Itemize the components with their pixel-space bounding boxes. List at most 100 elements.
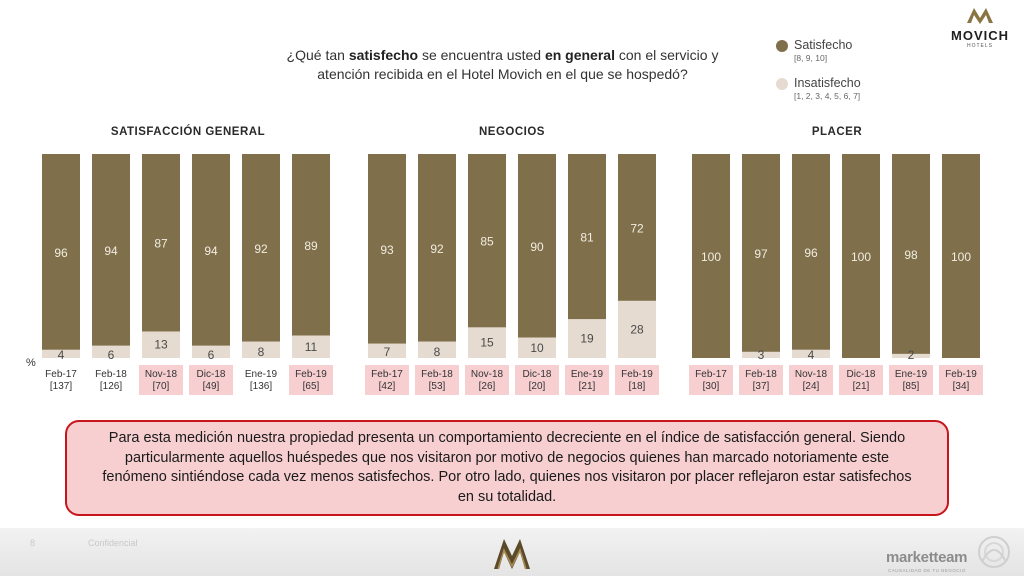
bar-unsatisfied [42,349,80,358]
group-title-general: SATISFACCIÓN GENERAL [110,126,266,138]
bar-unsatisfied [792,349,830,358]
base-label: [30] [703,381,720,392]
question-text-1: ¿Qué tan [286,47,349,63]
survey-question: ¿Qué tan satisfecho se encuentra usted e… [260,46,745,84]
movich-logo: MOVICH HOTELS [944,6,1016,50]
base-label: [24] [803,381,820,392]
question-text-2: se encuentra usted [418,47,545,63]
bar-satisfied [568,154,606,320]
base-label: [65] [303,381,320,392]
bar-label-satisfied: 98 [904,248,918,262]
bar-unsatisfied [618,300,656,358]
bar-satisfied [842,154,880,358]
group-title-leisure: PLACER [811,126,863,138]
decorative-ornament-icon [978,536,1010,568]
question-bold-1: satisfecho [348,47,419,63]
bar-label-satisfied: 72 [630,221,644,235]
base-label: [21] [579,381,596,392]
base-label: [85] [903,381,920,392]
base-label: [20] [529,381,546,392]
bar-label-satisfied: 94 [104,244,118,258]
bar-label-unsatisfied: 4 [808,348,815,362]
bar-satisfied [142,154,180,332]
bar-label-satisfied: 90 [530,240,544,254]
bar-label-satisfied: 93 [380,243,394,257]
bar-unsatisfied [368,343,406,358]
base-label: [42] [379,381,396,392]
bar-satisfied [292,154,330,336]
bar-satisfied [692,154,730,358]
x-tick-label: Dic-18 [523,369,552,380]
label-highlight [515,365,559,395]
x-tick-label: Nov-18 [471,369,504,380]
bar-label-satisfied: 92 [254,242,268,256]
x-tick-label: Feb-17 [695,369,727,380]
label-highlight [289,365,333,395]
label-highlight [365,365,409,395]
bar-label-unsatisfied: 8 [258,345,265,359]
bar-label-satisfied: 100 [701,250,721,264]
bar-label-satisfied: 100 [851,250,871,264]
bar-label-satisfied: 100 [951,250,971,264]
base-label: [137] [50,381,72,392]
satisfaction-chart: %964Feb-17[137]946Feb-18[126]8713Nov-18[… [26,154,983,395]
label-highlight [939,365,983,395]
x-tick-label: Feb-19 [945,369,977,380]
bar-satisfied [192,154,230,346]
bar-label-satisfied: 97 [754,247,768,261]
bar-unsatisfied [892,353,930,358]
chart-legend: Satisfecho [8, 9, 10] Insatisfecho [1, 2… [776,38,926,114]
bar-label-unsatisfied: 10 [530,341,544,355]
footer-movich-mark-icon [494,539,530,570]
x-tick-label: Nov-18 [795,369,828,380]
label-highlight [415,365,459,395]
bar-label-unsatisfied: 6 [208,348,215,362]
base-label: [18] [629,381,646,392]
bar-unsatisfied [418,341,456,358]
logo-brand-text: MOVICH [951,28,1009,43]
bar-label-unsatisfied: 28 [630,322,644,336]
group-title-business: NEGOCIOS [479,126,545,138]
x-tick-label: Dic-18 [847,369,876,380]
label-highlight [615,365,659,395]
bar-unsatisfied [568,319,606,358]
x-tick-label: Feb-18 [745,369,777,380]
bar-label-unsatisfied: 2 [908,348,915,362]
bar-satisfied [92,154,130,346]
base-label: [49] [203,381,220,392]
bar-label-satisfied: 85 [480,235,494,249]
base-label: [136] [250,381,272,392]
bar-label-satisfied: 92 [430,242,444,256]
legend-item-unsatisfied: Insatisfecho [1, 2, 3, 4, 5, 6, 7] [776,76,926,102]
marketteam-tagline: CAUSALIDAD DE TU NEGOCIO [888,568,966,573]
x-tick-label: Feb-17 [371,369,403,380]
conclusion-box: Para esta medición nuestra propiedad pre… [65,420,949,516]
x-tick-label: Nov-18 [145,369,178,380]
bar-satisfied [518,154,556,338]
bar-satisfied [242,154,280,342]
percent-symbol: % [26,357,36,369]
x-tick-label: Ene-19 [895,369,928,380]
question-text-3: con el servicio y atención recibida en e… [317,47,719,82]
bar-unsatisfied [292,335,330,358]
base-label: [34] [953,381,970,392]
bar-label-unsatisfied: 19 [580,332,594,346]
bar-label-unsatisfied: 11 [305,340,318,354]
bar-unsatisfied [192,345,230,358]
page-number: 8 [30,538,36,548]
bar-satisfied [42,154,80,350]
bar-label-unsatisfied: 15 [480,336,494,350]
bar-satisfied [942,154,980,358]
bar-unsatisfied [742,351,780,358]
bar-satisfied [418,154,456,342]
x-tick-label: Ene-19 [245,369,278,380]
label-highlight [739,365,783,395]
label-highlight [889,365,933,395]
base-label: [70] [153,381,170,392]
legend-swatch-satisfied [776,40,788,52]
legend-label-satisfied: Satisfecho [794,38,853,52]
bar-label-unsatisfied: 7 [384,345,391,359]
label-highlight [565,365,609,395]
bar-label-unsatisfied: 13 [154,338,168,352]
